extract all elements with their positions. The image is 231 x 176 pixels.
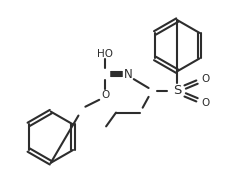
Text: O: O (202, 74, 210, 84)
Text: O: O (202, 98, 210, 108)
Text: HO: HO (97, 49, 113, 59)
Text: S: S (173, 84, 181, 98)
Text: O: O (101, 90, 109, 100)
Text: N: N (124, 68, 132, 81)
